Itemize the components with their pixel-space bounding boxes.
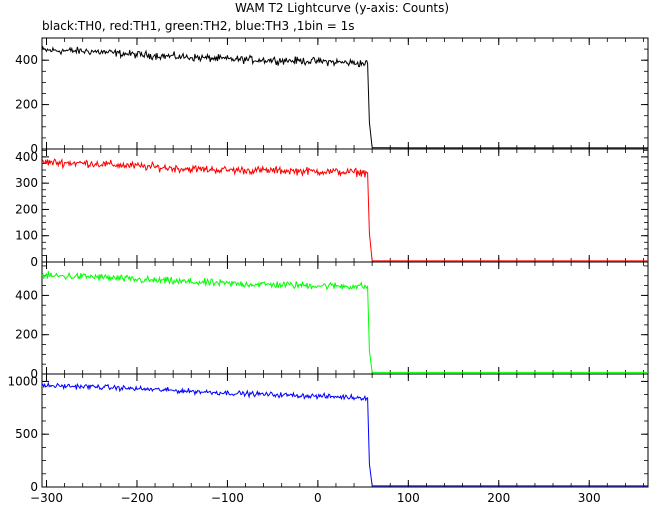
x-tick-label: 300 (578, 491, 601, 505)
series-line-th1 (41, 158, 373, 261)
panel-frame (41, 37, 649, 150)
y-tick-label: 400 (15, 288, 38, 302)
chart-subtitle: black:TH0, red:TH1, green:TH2, blue:TH3 … (42, 19, 355, 33)
panel-th3: 0 500 1000 (7, 373, 649, 494)
x-tick-label: −100 (211, 491, 244, 505)
y-tick-label: 200 (15, 328, 38, 342)
x-tick-label: 200 (487, 491, 510, 505)
y-tick-label: 0 (30, 367, 38, 381)
y-tick-label: 0 (30, 142, 38, 156)
y-tick-label: 400 (15, 53, 38, 67)
y-tick-label: 200 (15, 98, 38, 112)
x-tick-label: −200 (120, 491, 153, 505)
x-tick-label: 0 (314, 491, 322, 505)
x-axis: −300 −200 −100 0 100 200 300 (30, 491, 601, 505)
series-line-th0 (41, 45, 373, 148)
panel-th0: 0 200 400 (15, 37, 649, 156)
y-tick-label: 300 (15, 176, 38, 190)
y-tick-label: 1000 (7, 374, 38, 388)
panel-th2: 0 200 400 (15, 261, 649, 381)
y-tick-label: 100 (15, 229, 38, 243)
y-tick-label: 500 (15, 427, 38, 441)
series-line-th2 (41, 271, 373, 373)
panel-frame (41, 148, 649, 263)
y-tick-label: 0 (30, 255, 38, 269)
y-tick-label: 200 (15, 202, 38, 216)
series-line-th3 (41, 381, 373, 486)
chart-title: WAM T2 Lightcurve (y-axis: Counts) (235, 1, 449, 15)
x-tick-label: 100 (397, 491, 420, 505)
y-tick-label: 400 (15, 150, 38, 164)
panel-th1: 0 100 200 300 400 (15, 148, 649, 269)
y-tick-label: 0 (30, 480, 38, 494)
x-tick-label: −300 (30, 491, 63, 505)
panel-frame (41, 373, 649, 488)
